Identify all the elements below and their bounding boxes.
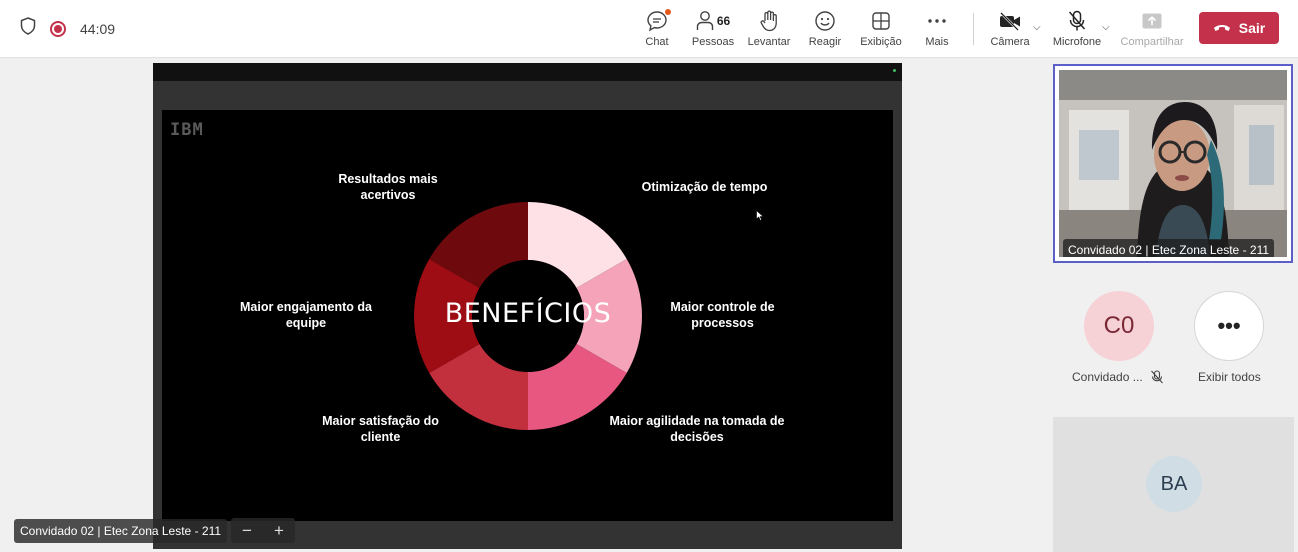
avatar: BA	[1146, 456, 1202, 512]
view-button[interactable]: Exibição	[851, 8, 911, 48]
leave-button[interactable]: Sair	[1199, 12, 1279, 44]
show-all-caption: Exibir todos	[1198, 370, 1261, 384]
benefits-donut	[414, 202, 642, 430]
unread-dot	[665, 9, 671, 15]
participant-count: 66	[716, 14, 731, 28]
share-icon	[1141, 8, 1163, 34]
raise-hand-icon	[759, 8, 779, 34]
react-button[interactable]: Reagir	[795, 8, 855, 48]
react-label: Reagir	[808, 36, 842, 48]
show-all-button[interactable]: •••	[1194, 291, 1264, 361]
participant-tile[interactable]: BA	[1053, 417, 1294, 552]
status-indicator	[893, 69, 896, 72]
raise-hand-button[interactable]: Levantar	[739, 8, 799, 48]
participant-name-tag: Convidado 02 | Etec Zona Leste - 211	[1063, 239, 1275, 257]
shared-screen: IBM BENEFÍCIOS Resultados mais acertivos…	[153, 63, 902, 549]
avatar-caption: Convidado ...	[1072, 370, 1143, 384]
donut-segment	[414, 259, 480, 373]
chat-label: Chat	[645, 36, 669, 48]
donut-segment	[576, 259, 642, 373]
chat-icon	[646, 8, 671, 34]
people-label: Pessoas	[691, 36, 735, 48]
benefit-label: Otimização de tempo	[641, 180, 768, 194]
recording-icon	[50, 20, 66, 37]
react-icon	[814, 8, 836, 34]
camera-off-icon	[998, 8, 1022, 34]
benefit-label: Maior agilidade na tomada de decisões	[609, 414, 785, 444]
raise-hand-label: Levantar	[747, 36, 791, 48]
mic-off-icon	[1067, 8, 1087, 34]
microphone-button[interactable]: Microfone	[1047, 8, 1107, 48]
chat-button[interactable]: Chat	[627, 8, 687, 48]
slide-title: BENEFÍCIOS	[444, 298, 612, 329]
mouse-cursor-icon	[756, 210, 764, 221]
avatar[interactable]: C0	[1084, 291, 1154, 361]
donut-segment	[429, 202, 528, 288]
people-button[interactable]: 66 Pessoas	[683, 8, 743, 48]
benefit-label: Maior satisfação do cliente	[322, 414, 439, 444]
view-grid-icon	[871, 8, 891, 34]
people-icon	[696, 11, 714, 30]
participant-video-tile[interactable]: Convidado 02 | Etec Zona Leste - 211	[1053, 64, 1293, 263]
zoom-in-icon[interactable]: +	[274, 520, 284, 540]
donut-hole	[472, 260, 584, 372]
share-top-strip	[153, 63, 902, 81]
presenter-name-tag: Convidado 02 | Etec Zona Leste - 211	[14, 519, 228, 543]
camera-label: Câmera	[990, 36, 1030, 48]
more-icon: •••	[1217, 313, 1241, 338]
donut-segment	[528, 202, 627, 288]
phone-hangup-icon	[1213, 25, 1230, 31]
share-label: Compartilhar	[1120, 36, 1184, 48]
leave-label: Sair	[1238, 20, 1266, 36]
camera-options-chevron-down-icon[interactable]: ⌵	[1033, 22, 1041, 33]
share-button[interactable]: Compartilhar	[1120, 8, 1184, 48]
ibm-logo: IBM	[170, 120, 204, 140]
zoom-controls: − +	[231, 518, 295, 543]
toolbar-divider	[973, 13, 974, 45]
benefit-label: Resultados mais acertivos	[338, 172, 438, 202]
view-label: Exibição	[860, 36, 902, 48]
more-button[interactable]: Mais	[907, 8, 967, 48]
shield-icon[interactable]	[20, 17, 36, 40]
people-icon-wrap: 66	[696, 8, 730, 34]
more-label: Mais	[925, 36, 949, 48]
donut-segment	[429, 344, 528, 430]
camera-button[interactable]: Câmera	[980, 8, 1040, 48]
microphone-label: Microfone	[1052, 36, 1102, 48]
mic-off-icon	[1150, 370, 1164, 389]
benefit-label: Maior engajamento da equipe	[240, 300, 372, 330]
meeting-status: 44:09	[20, 17, 115, 40]
benefit-label: Maior controle de processos	[670, 300, 775, 330]
meeting-timer: 44:09	[80, 20, 116, 37]
microphone-options-chevron-down-icon[interactable]: ⌵	[1102, 22, 1110, 33]
participant-video: Convidado 02 | Etec Zona Leste - 211	[1059, 70, 1287, 257]
zoom-out-icon[interactable]: −	[242, 520, 252, 540]
video-frame-image	[1059, 70, 1287, 257]
meeting-toolbar: 44:09 Chat 66 Pessoas Levantar Reagir Ex…	[0, 0, 1298, 58]
presentation-slide: IBM BENEFÍCIOS Resultados mais acertivos…	[162, 110, 893, 521]
donut-segment	[528, 344, 627, 430]
more-icon	[927, 8, 947, 34]
